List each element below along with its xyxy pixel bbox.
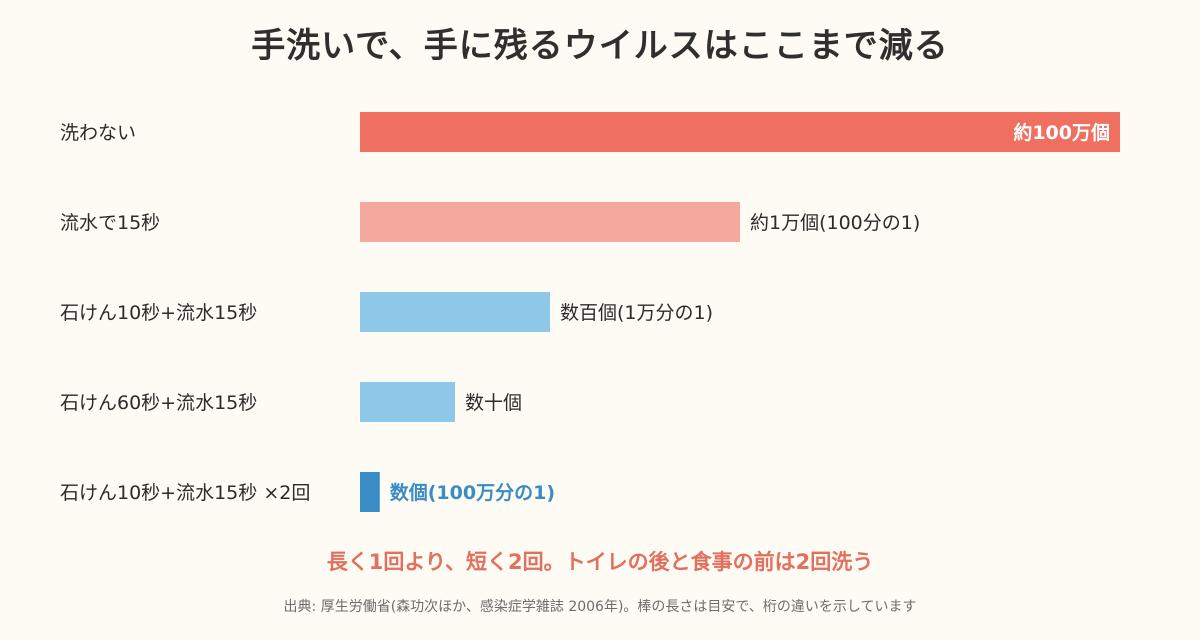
value-label: 約100万個 — [1013, 121, 1110, 144]
bar — [360, 112, 1120, 152]
category-label: 流水で15秒 — [60, 212, 160, 234]
category-label: 石けん10秒+流水15秒 ×2回 — [60, 482, 310, 504]
bar — [360, 382, 455, 422]
bar — [360, 472, 380, 512]
category-label: 洗わない — [60, 122, 136, 144]
source-note: 出典: 厚生労働省(森功次ほか、感染症学雑誌 2006年)。棒の長さは目安で、桁… — [283, 599, 917, 615]
value-label: 数十個 — [465, 392, 522, 414]
category-label: 石けん60秒+流水15秒 — [60, 392, 257, 414]
bar — [360, 292, 550, 332]
bar — [360, 202, 740, 242]
value-label: 約1万個(100分の1) — [750, 212, 920, 234]
value-label: 数百個(1万分の1) — [560, 302, 713, 324]
tagline: 長く1回より、短く2回。トイレの後と食事の前は2回洗う — [326, 550, 874, 574]
category-label: 石けん10秒+流水15秒 — [60, 302, 257, 324]
value-label: 数個(100万分の1) — [390, 481, 555, 504]
chart-title: 手洗いで、手に残るウイルスはここまで減る — [251, 26, 949, 66]
